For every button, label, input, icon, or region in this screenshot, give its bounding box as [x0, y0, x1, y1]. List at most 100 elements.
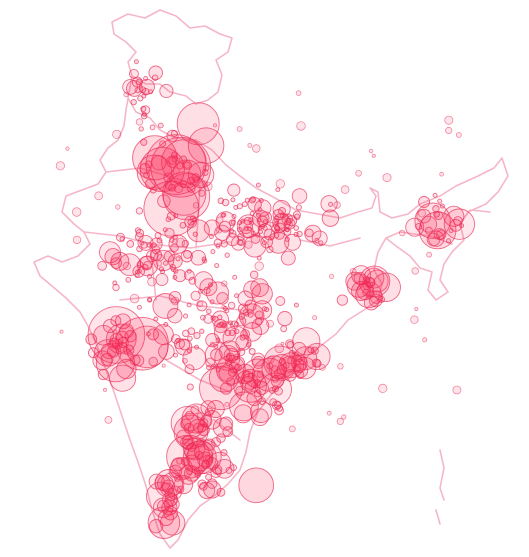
- city-bubble: [176, 457, 184, 465]
- city-bubble: [221, 198, 230, 207]
- city-bubble: [295, 204, 302, 211]
- city-bubble: [262, 240, 267, 246]
- city-bubble: [140, 241, 148, 249]
- city-bubble: [210, 348, 223, 362]
- town-bubble: [196, 300, 204, 308]
- city-bubble: [251, 283, 273, 305]
- city-bubble: [236, 203, 243, 210]
- town-bubble: [115, 204, 121, 210]
- city-bubble: [212, 417, 233, 438]
- city-bubble: [211, 437, 222, 447]
- town-bubble: [371, 153, 376, 158]
- town-bubble: [71, 207, 82, 217]
- city-bubble: [136, 304, 142, 310]
- city-bubble: [251, 352, 266, 367]
- city-bubble: [208, 233, 214, 239]
- town-bubble: [382, 173, 392, 183]
- city-bubble: [202, 454, 213, 465]
- town-bubble: [378, 383, 388, 393]
- city-bubble: [405, 217, 425, 237]
- city-bubble: [247, 308, 253, 315]
- city-bubble: [198, 189, 206, 197]
- city-bubble: [109, 364, 137, 392]
- city-bubble: [321, 209, 340, 227]
- city-bubble: [232, 274, 238, 280]
- city-bubble: [149, 186, 157, 194]
- outline-islands: [435, 449, 445, 525]
- town-bubble: [337, 363, 344, 370]
- city-bubble: [219, 220, 231, 233]
- city-bubble: [226, 233, 240, 247]
- city-bubble: [147, 506, 181, 539]
- city-bubble: [199, 278, 218, 297]
- city-bubble: [214, 344, 241, 371]
- town-bubble: [170, 296, 180, 306]
- city-bubble: [173, 213, 179, 219]
- city-bubble: [238, 219, 254, 234]
- city-bubble: [415, 223, 423, 230]
- city-bubble: [169, 263, 176, 271]
- city-bubble: [148, 89, 154, 95]
- city-bubble: [171, 155, 179, 163]
- city-bubble: [148, 519, 164, 534]
- city-bubble: [198, 481, 216, 499]
- town-bubble: [161, 363, 166, 368]
- city-bubble: [226, 377, 236, 387]
- city-bubble: [206, 308, 212, 315]
- city-bubble: [227, 183, 241, 197]
- city-bubble: [183, 269, 195, 281]
- city-bubble: [210, 249, 216, 255]
- city-bubble: [251, 209, 270, 228]
- city-bubble: [262, 225, 268, 231]
- town-bubble: [224, 401, 230, 407]
- town-bubble: [410, 315, 419, 324]
- city-bubble: [453, 216, 463, 226]
- city-bubble: [443, 208, 476, 240]
- town-bubble: [216, 216, 224, 224]
- city-bubble: [190, 249, 207, 266]
- city-bubble: [193, 422, 204, 433]
- town-bubble: [312, 315, 318, 321]
- city-bubble: [93, 324, 114, 346]
- town-bubble: [452, 385, 462, 395]
- town-bubble: [280, 341, 285, 346]
- city-bubble: [163, 505, 178, 521]
- city-bubble: [437, 198, 443, 204]
- city-bubble: [204, 341, 231, 368]
- city-bubble: [182, 346, 207, 371]
- city-bubble: [182, 329, 190, 338]
- town-bubble: [288, 425, 296, 433]
- city-bubble: [293, 302, 299, 308]
- town-bubble: [123, 91, 129, 98]
- city-bubble: [153, 316, 159, 322]
- city-bubble: [147, 328, 160, 341]
- city-bubble: [201, 169, 209, 176]
- city-bubble: [248, 348, 256, 355]
- city-bubble: [126, 240, 135, 248]
- city-bubble: [238, 239, 245, 246]
- city-bubble: [449, 219, 463, 232]
- city-bubble: [193, 332, 201, 340]
- town-bubble: [251, 381, 259, 389]
- city-bubble: [176, 429, 191, 445]
- city-bubble: [167, 308, 183, 324]
- city-bubble: [236, 316, 247, 327]
- town-bubble: [340, 185, 350, 194]
- town-bubble: [247, 372, 255, 380]
- town-bubble: [212, 123, 217, 128]
- city-bubble: [237, 233, 245, 241]
- city-bubble: [216, 487, 226, 497]
- city-bubble: [229, 391, 259, 422]
- city-bubble: [194, 271, 214, 291]
- city-bubble: [293, 231, 299, 237]
- town-bubble: [269, 236, 275, 241]
- city-bubble: [148, 356, 158, 367]
- city-bubble: [251, 408, 269, 427]
- city-bubble: [363, 276, 371, 284]
- city-bubble: [173, 269, 187, 283]
- city-bubble: [328, 201, 334, 207]
- city-bubble: [135, 207, 144, 215]
- city-bubble: [163, 260, 169, 266]
- city-bubble: [292, 327, 321, 356]
